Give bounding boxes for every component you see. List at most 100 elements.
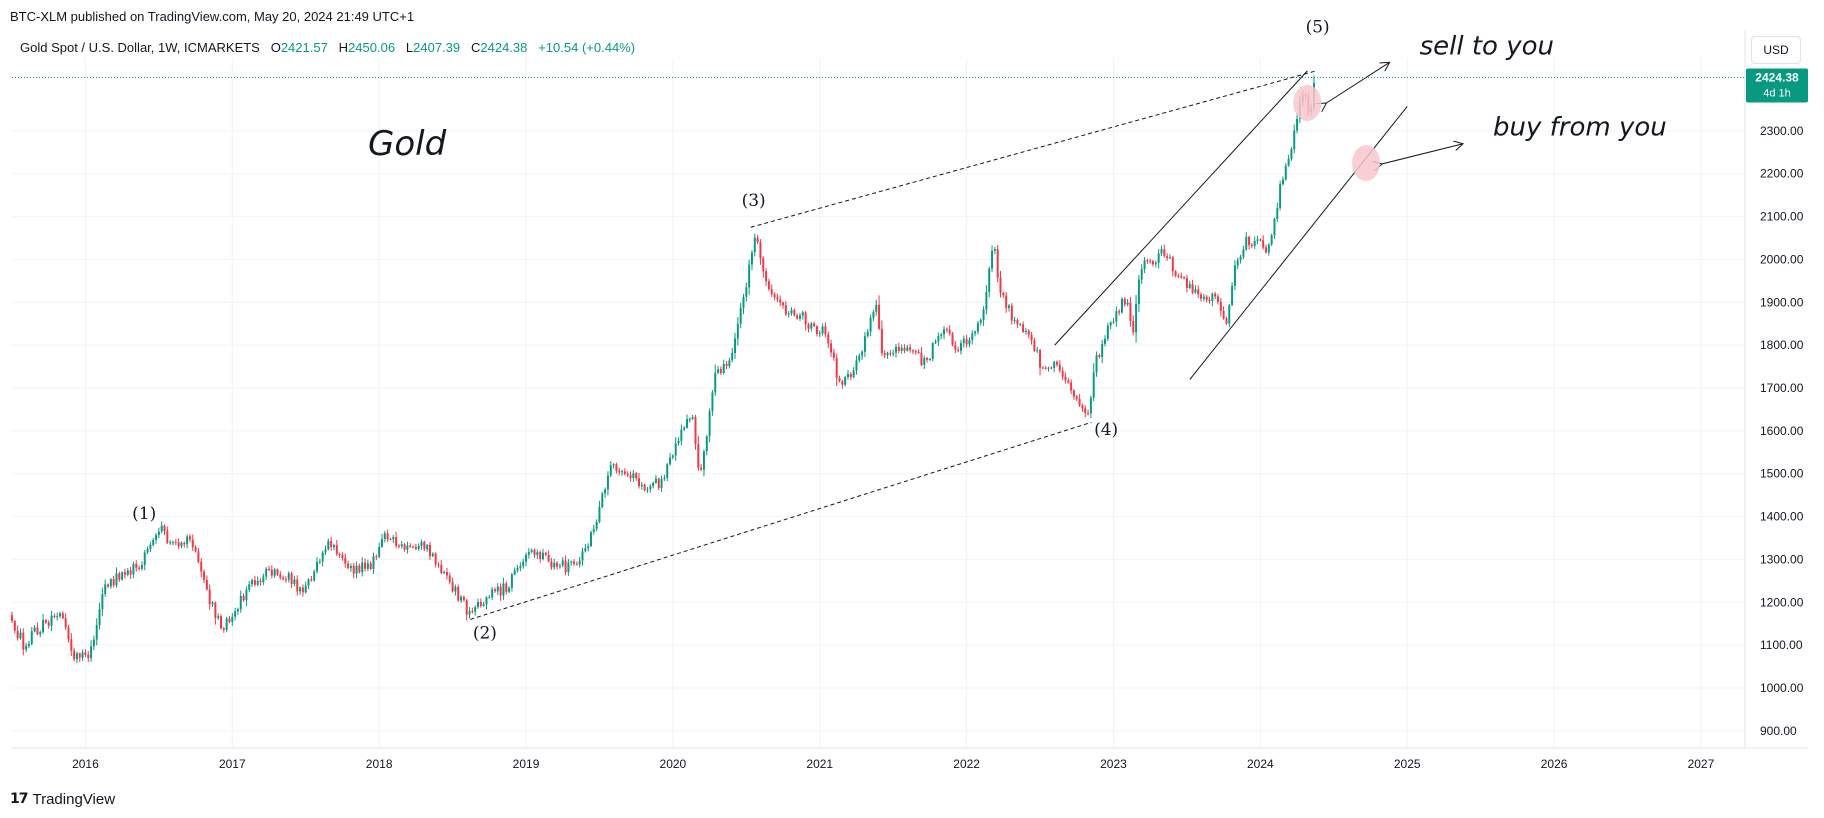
low-label: L	[405, 40, 414, 55]
candle-body	[1137, 279, 1140, 304]
candle-body	[547, 554, 550, 562]
wave-label: (3)	[742, 191, 766, 211]
candle-body	[770, 289, 773, 295]
candle-body	[550, 561, 553, 568]
candle-body	[1092, 372, 1095, 398]
candle-body	[366, 563, 369, 569]
high-value: 2450.06	[348, 40, 396, 55]
x-tick-label: 2017	[219, 757, 246, 771]
channel-line	[1054, 70, 1308, 346]
candle-body	[1033, 340, 1036, 352]
axis-frame	[12, 30, 1808, 749]
candle-body	[976, 323, 979, 332]
candle-body	[409, 545, 412, 547]
chart-grid	[12, 58, 1745, 748]
candle-body	[313, 571, 316, 581]
candle-body	[482, 604, 485, 606]
candle-body	[234, 611, 237, 617]
last-price-countdown: 4d 1h	[1763, 88, 1791, 100]
candle-body	[640, 484, 643, 487]
candle-body	[1267, 244, 1270, 253]
candle-body	[1115, 311, 1118, 322]
candle-body	[513, 570, 516, 575]
candle-body	[762, 258, 765, 272]
x-tick-label: 2027	[1688, 757, 1715, 771]
candle-body	[807, 324, 810, 329]
candle-body	[330, 540, 333, 548]
candle-body	[194, 547, 197, 552]
candle-body	[669, 457, 672, 465]
candle-body	[25, 645, 28, 650]
candle-body	[344, 557, 347, 564]
candle-body	[615, 464, 618, 471]
candle-body	[107, 584, 110, 587]
candle-body	[1070, 382, 1073, 391]
candle-body	[683, 427, 686, 430]
candle-body	[1013, 320, 1016, 322]
candle-body	[445, 571, 448, 576]
candle-body	[1089, 397, 1092, 414]
x-axis: 2016 2017 2018 2019 2020 2021 2022 2023 2024 2025…	[72, 757, 1715, 771]
candle-body	[719, 369, 722, 374]
tradingview-logo[interactable]: 17 TradingView	[10, 789, 115, 809]
candle-body	[1061, 370, 1064, 377]
candle-body	[940, 334, 943, 337]
candle-body	[1180, 276, 1183, 278]
candle-body	[358, 565, 361, 573]
candle-body	[211, 602, 214, 605]
candle-body	[875, 304, 878, 312]
candle-body	[587, 546, 590, 549]
candle-body	[22, 632, 25, 650]
candle-body	[186, 536, 189, 545]
candle-body	[525, 554, 528, 562]
candle-body	[412, 546, 415, 548]
candle-body	[702, 451, 705, 470]
tradingview-wordmark: TradingView	[32, 790, 116, 808]
currency-button[interactable]: USD	[1751, 36, 1801, 64]
candle-body	[174, 541, 177, 543]
candle-body	[92, 639, 95, 647]
candle-body	[889, 352, 892, 354]
candle-body	[1228, 305, 1231, 324]
candle-body	[773, 294, 776, 298]
candle-body	[53, 615, 56, 618]
candle-body	[11, 615, 13, 621]
candle-body	[1109, 322, 1112, 326]
candle-body	[991, 250, 994, 269]
candle-body	[739, 307, 742, 324]
candle-body	[347, 563, 350, 569]
candle-body	[767, 281, 770, 290]
candle-body	[262, 576, 265, 583]
candle-body	[948, 329, 951, 334]
candle-body	[1101, 343, 1104, 358]
candle-body	[654, 478, 657, 483]
candle-body	[1019, 324, 1022, 326]
candle-body	[149, 544, 152, 550]
candle-body	[897, 346, 900, 351]
candle-body	[606, 475, 609, 490]
candle-body	[872, 311, 875, 318]
y-axis: 900.00 1000.00 1100.00 1200.00 1300.00 1400.0…	[1760, 124, 1804, 738]
candle-body	[855, 360, 858, 371]
candle-body	[536, 552, 539, 555]
candle-body	[666, 464, 669, 478]
candle-body	[731, 352, 734, 361]
candle-body	[270, 569, 273, 576]
candle-body	[1022, 324, 1025, 332]
open-value: 2421.57	[280, 40, 328, 55]
candle-body	[1056, 361, 1058, 365]
candle-body	[301, 587, 304, 593]
candle-body	[380, 539, 383, 547]
candle-body	[943, 329, 946, 335]
candle-body	[454, 586, 457, 592]
candle-body	[909, 347, 912, 351]
candle-body	[59, 613, 62, 617]
candle-body	[635, 473, 638, 479]
candle-body	[335, 545, 338, 554]
candle-body	[400, 544, 403, 547]
candle-body	[649, 486, 652, 490]
candle-body	[612, 464, 615, 466]
candle-body	[324, 549, 327, 553]
candle-body	[883, 353, 886, 356]
